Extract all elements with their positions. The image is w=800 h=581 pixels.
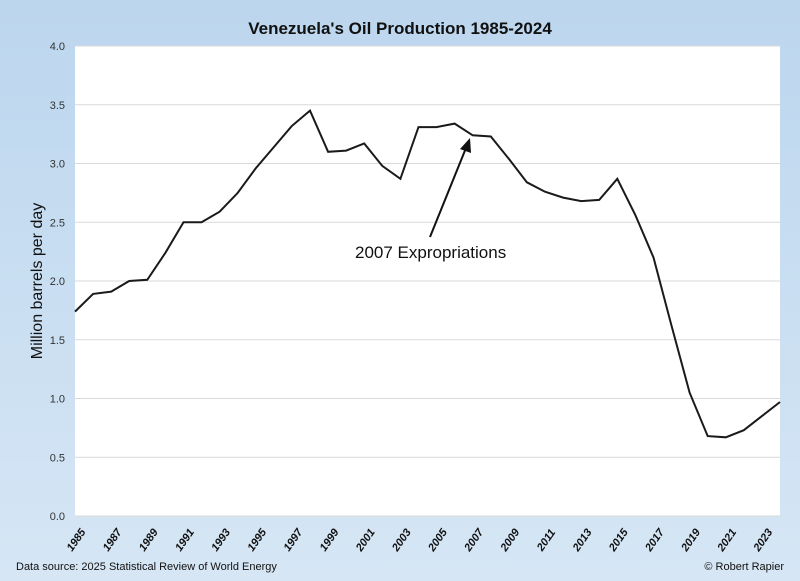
y-tick-label: 0.0	[50, 511, 65, 523]
y-tick-label: 3.5	[50, 100, 65, 112]
arrowhead	[460, 138, 471, 153]
x-tick-label: 2011	[534, 527, 558, 554]
x-tick-label: 2019	[679, 526, 704, 554]
x-tick-label: 1989	[137, 526, 161, 554]
x-tick-label: 2001	[353, 527, 377, 555]
y-axis-label: Million barrels per day	[29, 203, 46, 360]
y-tick-label: 2.5	[50, 217, 65, 229]
x-tick-label: 1985	[65, 526, 89, 554]
x-tick-label: 2015	[606, 526, 631, 554]
series-line	[74, 108, 781, 439]
x-tick-label: 1991	[173, 527, 197, 554]
x-tick-label: 1987	[101, 526, 125, 554]
x-tick-label: 1999	[318, 526, 342, 554]
x-tick-label: 2003	[389, 527, 413, 555]
x-tick-label: 2005	[426, 526, 451, 554]
annotation-arrow	[429, 147, 467, 238]
x-tick-label: 2017	[642, 526, 667, 554]
y-tick-label: 1.0	[50, 394, 65, 406]
chart-title: Venezuela's Oil Production 1985-2024	[248, 19, 552, 38]
x-tick-label: 2021	[715, 527, 739, 555]
y-tick-label: 2.0	[50, 276, 65, 288]
credit: © Robert Rapier	[704, 561, 784, 573]
y-tick-label: 1.5	[50, 335, 65, 347]
x-tick-label: 2007	[462, 526, 487, 554]
x-tick-label: 2009	[498, 526, 523, 554]
y-tick-label: 0.5	[50, 452, 65, 464]
y-tick-label: 4.0	[50, 41, 65, 53]
annotation-label: 2007 Expropriations	[355, 243, 506, 262]
data-source: Data source: 2025 Statistical Review of …	[16, 561, 277, 573]
x-tick-label: 1997	[282, 526, 306, 554]
x-tick-label: 1995	[245, 526, 269, 554]
x-tick-label: 2013	[570, 527, 594, 555]
x-tick-label: 2023	[751, 527, 775, 555]
y-tick-label: 3.0	[50, 159, 65, 171]
x-tick-label: 1993	[209, 527, 233, 554]
